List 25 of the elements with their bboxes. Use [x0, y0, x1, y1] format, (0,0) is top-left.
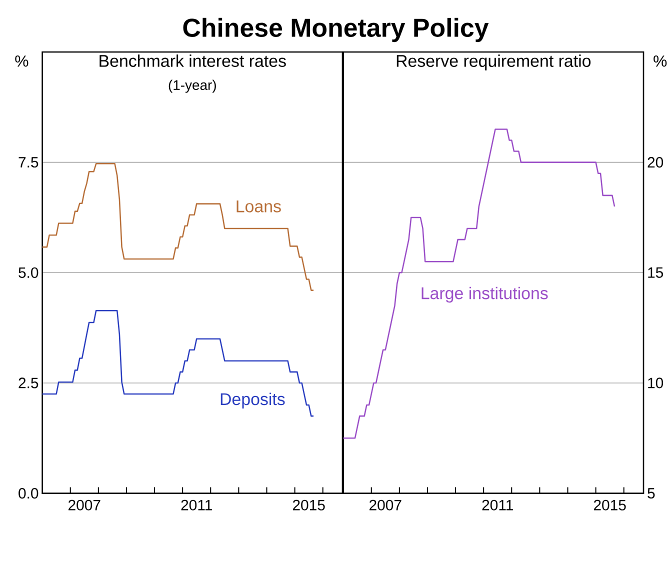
x-tick-label: 2007	[68, 500, 100, 510]
y-tick-label: 0.0	[18, 488, 38, 499]
x-tick-label: 2011	[482, 500, 513, 510]
series-label: Loans	[236, 200, 281, 212]
y2-tick-label: 20	[648, 157, 664, 168]
text: (1-year)	[168, 80, 216, 93]
y2-tick-label: 5	[648, 488, 655, 499]
chart-title: Benchmark interest rates	[100, 54, 286, 67]
x-tick-label: 2015	[292, 500, 325, 510]
line-series	[42, 162, 314, 291]
y2-tick-label: 10	[648, 378, 664, 388]
y2-axis-title: %	[654, 56, 667, 67]
y-axis-title: %	[15, 56, 28, 67]
y2-tick-label: 15	[648, 267, 664, 278]
line-series	[42, 310, 314, 417]
y-tick-label: 7.5	[18, 157, 38, 168]
y-tick-label: 5.0	[18, 267, 38, 278]
chart-title: Reserve requirement ratio	[396, 54, 591, 70]
series-label: Deposits	[220, 392, 285, 409]
series-label: Large institutions	[422, 286, 548, 303]
x-tick-label: 2011	[181, 500, 212, 510]
x-tick-label: 2015	[594, 500, 626, 510]
text: Chinese Monetary Policy	[183, 18, 489, 42]
y-tick-label: 2.5	[18, 378, 38, 388]
x-tick-label: 2007	[370, 500, 402, 510]
